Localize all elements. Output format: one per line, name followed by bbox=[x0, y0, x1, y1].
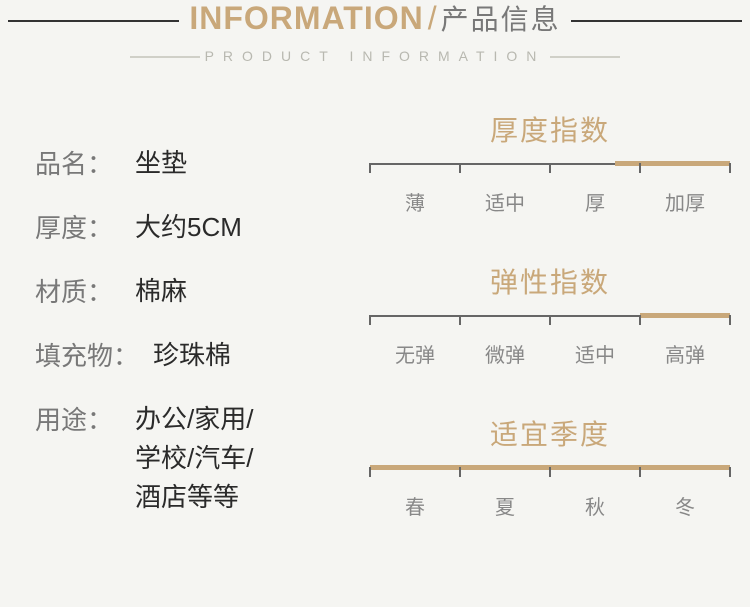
gauge-tick bbox=[369, 163, 371, 173]
gauge-tick bbox=[639, 315, 641, 325]
gauge-label: 春 bbox=[370, 491, 460, 520]
spec-value: 棉麻 bbox=[135, 272, 187, 311]
spec-value: 大约5CM bbox=[135, 208, 242, 247]
subtitle: PRODUCT INFORMATION bbox=[0, 48, 750, 64]
gauge-tick bbox=[459, 163, 461, 173]
gauge-label: 冬 bbox=[640, 491, 730, 520]
gauge-tick bbox=[729, 163, 731, 173]
spec-row: 填充物：珍珠棉 bbox=[35, 336, 355, 375]
gauge-title: 厚度指数 bbox=[370, 109, 730, 149]
gauge-scale bbox=[370, 161, 730, 183]
gauge-tick bbox=[369, 315, 371, 325]
gauge-tick bbox=[369, 467, 371, 477]
gauge: 弹性指数无弹微弹适中高弹 bbox=[370, 261, 730, 368]
spec-row: 厚度：大约5CM bbox=[35, 208, 355, 247]
gauge-labels: 无弹微弹适中高弹 bbox=[370, 339, 730, 368]
gauge-label: 薄 bbox=[370, 187, 460, 216]
gauge-label: 加厚 bbox=[640, 187, 730, 216]
content: 品名：坐垫厚度：大约5CM材质：棉麻填充物：珍珠棉用途：办公/家用/ 学校/汽车… bbox=[0, 109, 750, 565]
header: INFORMATION / 产品信息 PRODUCT INFORMATION bbox=[0, 0, 750, 64]
gauge: 适宜季度春夏秋冬 bbox=[370, 413, 730, 520]
gauge-tick bbox=[639, 163, 641, 173]
gauge-scale bbox=[370, 313, 730, 335]
spec-label: 品名： bbox=[35, 144, 135, 181]
spec-row: 材质：棉麻 bbox=[35, 272, 355, 311]
spec-row: 品名：坐垫 bbox=[35, 144, 355, 183]
gauge-tick bbox=[639, 467, 641, 477]
gauge-tick bbox=[549, 467, 551, 477]
title-chinese: 产品信息 bbox=[441, 0, 561, 38]
spec-label: 填充物： bbox=[35, 336, 153, 373]
spec-row: 用途：办公/家用/ 学校/汽车/ 酒店等等 bbox=[35, 400, 355, 517]
gauge-tick bbox=[729, 467, 731, 477]
gauge-label: 适中 bbox=[460, 187, 550, 216]
spec-label: 厚度： bbox=[35, 208, 135, 245]
title-slash: / bbox=[428, 0, 437, 37]
gauge-labels: 薄适中厚加厚 bbox=[370, 187, 730, 216]
title-row: INFORMATION / 产品信息 bbox=[179, 0, 570, 38]
gauge-tick bbox=[459, 467, 461, 477]
spec-label: 用途： bbox=[35, 400, 135, 437]
spec-value: 珍珠棉 bbox=[153, 336, 231, 375]
gauge-label: 高弹 bbox=[640, 339, 730, 368]
gauges-list: 厚度指数薄适中厚加厚弹性指数无弹微弹适中高弹适宜季度春夏秋冬 bbox=[355, 109, 730, 565]
gauge-tick bbox=[729, 315, 731, 325]
gauge-tick bbox=[549, 315, 551, 325]
gauge-label: 秋 bbox=[550, 491, 640, 520]
spec-label: 材质： bbox=[35, 272, 135, 309]
spec-value: 坐垫 bbox=[135, 144, 187, 183]
gauge-label: 夏 bbox=[460, 491, 550, 520]
gauge-labels: 春夏秋冬 bbox=[370, 491, 730, 520]
gauge-title: 弹性指数 bbox=[370, 261, 730, 301]
gauge-label: 适中 bbox=[550, 339, 640, 368]
gauge-tick bbox=[549, 163, 551, 173]
specs-list: 品名：坐垫厚度：大约5CM材质：棉麻填充物：珍珠棉用途：办公/家用/ 学校/汽车… bbox=[35, 109, 355, 565]
gauge-tick bbox=[459, 315, 461, 325]
gauge-label: 无弹 bbox=[370, 339, 460, 368]
gauge: 厚度指数薄适中厚加厚 bbox=[370, 109, 730, 216]
gauge-fill bbox=[615, 161, 730, 166]
gauge-title: 适宜季度 bbox=[370, 413, 730, 453]
gauge-scale bbox=[370, 465, 730, 487]
title-english: INFORMATION bbox=[189, 0, 423, 37]
gauge-label: 厚 bbox=[550, 187, 640, 216]
spec-value: 办公/家用/ 学校/汽车/ 酒店等等 bbox=[135, 400, 253, 517]
gauge-fill bbox=[640, 313, 730, 318]
gauge-label: 微弹 bbox=[460, 339, 550, 368]
